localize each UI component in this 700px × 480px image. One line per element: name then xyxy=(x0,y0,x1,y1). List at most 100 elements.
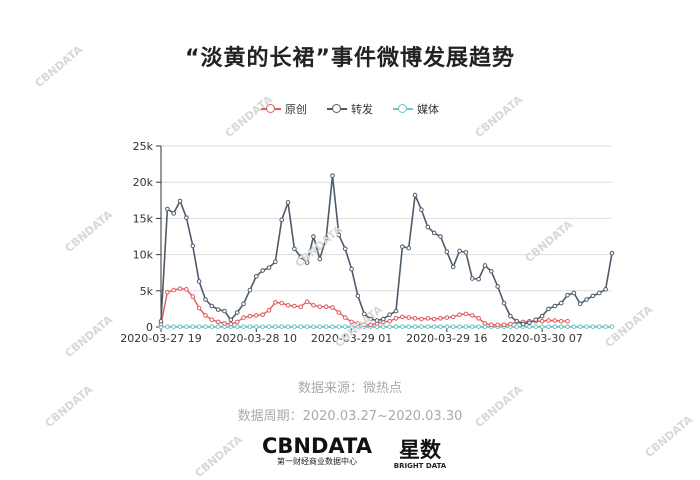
data-point xyxy=(318,325,322,329)
data-point xyxy=(464,325,468,329)
data-point xyxy=(242,325,246,329)
data-point xyxy=(286,303,290,307)
data-point xyxy=(470,277,474,281)
data-point xyxy=(305,300,309,304)
data-point xyxy=(610,251,614,255)
data-point xyxy=(604,288,608,292)
data-point xyxy=(191,295,195,299)
data-point xyxy=(496,285,500,289)
data-point xyxy=(553,319,557,323)
y-tick-label: 15k xyxy=(133,212,154,225)
data-point xyxy=(343,316,347,320)
data-point xyxy=(185,216,189,220)
data-point xyxy=(274,325,278,329)
data-point xyxy=(191,244,195,248)
data-point xyxy=(597,291,601,295)
data-point xyxy=(280,218,284,222)
data-point xyxy=(420,325,424,329)
data-point xyxy=(388,313,392,317)
data-point xyxy=(534,325,538,329)
y-tick-label: 10k xyxy=(133,249,154,262)
data-point xyxy=(382,317,386,321)
data-point xyxy=(229,318,233,322)
cbndata-logo-text: CBNDATA xyxy=(262,434,372,458)
data-point xyxy=(458,313,462,317)
data-point xyxy=(331,325,335,329)
brightdata-logo-sub: BRIGHT DATA xyxy=(390,462,450,470)
data-point xyxy=(216,320,220,324)
data-period: 数据周期：2020.03.27~2020.03.30 xyxy=(0,405,700,424)
x-tick-label: 2020-03-27 19 xyxy=(120,332,201,345)
series-line-1 xyxy=(161,176,612,324)
data-point xyxy=(197,280,201,284)
data-point xyxy=(166,290,170,294)
data-point xyxy=(293,247,297,251)
data-point xyxy=(216,325,220,329)
data-point xyxy=(445,325,449,329)
data-point xyxy=(388,325,392,329)
data-point xyxy=(521,322,525,326)
data-point xyxy=(394,309,398,313)
data-point xyxy=(413,193,417,197)
data-point xyxy=(502,301,506,305)
data-point xyxy=(458,249,462,253)
data-point xyxy=(337,311,341,315)
data-point xyxy=(496,323,500,327)
data-point xyxy=(166,325,170,329)
data-point xyxy=(547,325,551,329)
data-point xyxy=(578,302,582,306)
data-point xyxy=(439,325,443,329)
data-point xyxy=(229,322,233,326)
y-tick-label: 25k xyxy=(133,140,154,153)
x-tick-label: 2020-03-29 16 xyxy=(406,332,487,345)
data-point xyxy=(610,325,614,329)
data-point xyxy=(210,325,214,329)
data-point xyxy=(547,319,551,323)
data-point xyxy=(502,323,506,327)
data-point xyxy=(280,325,284,329)
data-point xyxy=(204,314,208,318)
data-point xyxy=(420,317,424,321)
data-point xyxy=(559,301,563,305)
data-point xyxy=(185,325,189,329)
data-point xyxy=(343,325,347,329)
data-point xyxy=(432,231,436,235)
cbndata-logo: CBNDATA 第一财经商业数据中心 xyxy=(262,434,372,467)
y-tick-label: 5k xyxy=(140,285,154,298)
data-point xyxy=(432,317,436,321)
data-point xyxy=(451,325,455,329)
data-point xyxy=(464,251,468,255)
data-point xyxy=(324,236,328,240)
data-point xyxy=(534,318,538,322)
data-point xyxy=(401,325,405,329)
data-point xyxy=(458,325,462,329)
data-point xyxy=(356,294,360,298)
data-point xyxy=(235,311,239,315)
data-point xyxy=(254,325,258,329)
data-point xyxy=(248,288,252,292)
data-point xyxy=(597,325,601,329)
data-point xyxy=(394,325,398,329)
data-point xyxy=(401,315,405,319)
data-point xyxy=(401,245,405,249)
data-point xyxy=(420,208,424,212)
data-point xyxy=(407,246,411,250)
data-point xyxy=(350,325,354,329)
x-tick-label: 2020-03-30 07 xyxy=(501,332,582,345)
data-point xyxy=(407,316,411,320)
data-point xyxy=(426,325,430,329)
data-point xyxy=(299,305,303,309)
data-point xyxy=(172,325,176,329)
data-point xyxy=(407,325,411,329)
data-point xyxy=(483,322,487,326)
x-tick-label: 2020-03-29 01 xyxy=(311,332,392,345)
data-point xyxy=(604,325,608,329)
data-point xyxy=(515,325,519,329)
data-point xyxy=(445,316,449,320)
data-point xyxy=(293,304,297,308)
data-point xyxy=(464,312,468,316)
data-point xyxy=(553,304,557,308)
data-point xyxy=(566,293,570,297)
data-point xyxy=(204,325,208,329)
x-tick-label: 2020-03-28 10 xyxy=(216,332,297,345)
